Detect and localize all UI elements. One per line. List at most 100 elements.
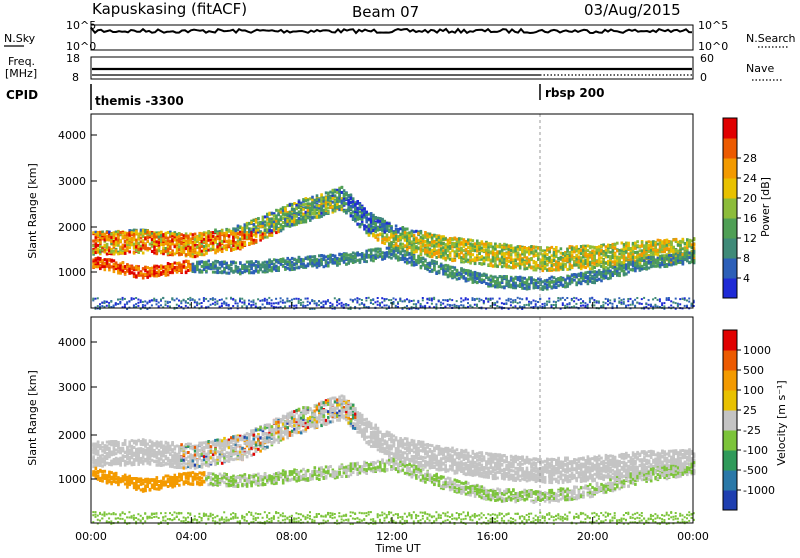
- power-cell: [487, 249, 490, 252]
- power-cell: [523, 261, 526, 264]
- power-ground-cell: [334, 297, 336, 299]
- power-ground-cell: [438, 300, 440, 302]
- power-ground-cell: [244, 302, 246, 304]
- power-cell: [255, 225, 258, 228]
- noise-panel: 10^5 10^0 10^5 10^0 N.Sky N.Search: [4, 19, 796, 53]
- power-cell: [275, 209, 278, 212]
- power-ground-cell: [535, 305, 537, 307]
- power-cell: [390, 253, 393, 256]
- power-cell: [271, 218, 274, 221]
- power-cell: [390, 227, 393, 230]
- power-cell: [526, 288, 529, 291]
- power-ground-cell: [474, 304, 476, 306]
- power-cell: [578, 256, 581, 259]
- power-cell: [232, 244, 235, 247]
- power-cell: [555, 282, 558, 285]
- power-cell: [508, 280, 511, 283]
- power-cell: [241, 243, 244, 246]
- power-cell: [487, 263, 490, 266]
- power-cell: [332, 197, 335, 200]
- power-cell: [365, 229, 368, 232]
- power-cell: [106, 235, 109, 238]
- power-cell: [189, 269, 192, 272]
- power-cell: [526, 248, 529, 251]
- power-ground-cell: [505, 302, 507, 304]
- power-cell: [302, 266, 305, 269]
- power-cell: [280, 223, 283, 226]
- power-ground-cell: [458, 305, 460, 307]
- power-cell: [406, 242, 409, 245]
- power-cell: [275, 223, 278, 226]
- power-ground-cell: [295, 298, 297, 300]
- power-ground-cell: [456, 300, 458, 302]
- power-panel: 1000 2000 3000 4000 Slant Range [km] 481…: [26, 114, 772, 310]
- power-cell: [323, 255, 326, 258]
- power-cell: [318, 262, 321, 265]
- power-ground-cell: [325, 301, 327, 303]
- power-cell: [212, 246, 215, 249]
- power-cell: [542, 280, 545, 283]
- power-cell: [523, 267, 526, 270]
- power-cell: [460, 276, 463, 279]
- power-cell: [519, 245, 522, 248]
- power-cell: [146, 231, 149, 234]
- power-cell: [185, 260, 188, 263]
- power-cell: [137, 238, 140, 241]
- power-cell: [530, 277, 533, 280]
- power-cell: [503, 255, 506, 258]
- power-ground-cell: [508, 300, 510, 302]
- power-cell: [465, 254, 468, 257]
- freq-label-line2: [MHz]: [5, 67, 37, 80]
- power-cell: [332, 201, 335, 204]
- power-cell: [496, 265, 499, 268]
- power-cell: [268, 269, 271, 272]
- power-ground-cell: [232, 299, 234, 301]
- power-cell: [386, 247, 389, 250]
- power-ground-cell: [246, 306, 248, 308]
- power-ground-cell: [286, 298, 288, 300]
- power-cell: [444, 251, 447, 254]
- power-cell: [316, 194, 319, 197]
- power-ground-cell: [514, 305, 516, 307]
- power-cell: [104, 248, 107, 251]
- power-ground-cell: [259, 300, 261, 302]
- power-cell: [126, 241, 129, 244]
- power-cell: [237, 228, 240, 231]
- power-cell: [241, 271, 244, 274]
- power-ground-cell: [474, 298, 476, 300]
- power-cell: [320, 193, 323, 196]
- power-cell: [338, 193, 341, 196]
- power-cell: [467, 238, 470, 241]
- power-cell: [454, 259, 457, 262]
- power-cell: [503, 258, 506, 261]
- power-cell: [189, 246, 192, 249]
- power-cell: [151, 267, 154, 270]
- power-cell: [343, 257, 346, 260]
- power-cell: [460, 269, 463, 272]
- power-cell: [334, 258, 337, 261]
- power-cell: [244, 223, 247, 226]
- power-cell: [316, 215, 319, 218]
- power-cell: [142, 232, 145, 235]
- power-cell: [162, 250, 165, 253]
- power-cell: [146, 271, 149, 274]
- power-cell: [216, 237, 219, 240]
- power-cell: [481, 240, 484, 243]
- power-ground-cell: [239, 298, 241, 300]
- power-cell: [365, 254, 368, 257]
- power-cell: [106, 246, 109, 249]
- power-cell: [483, 273, 486, 276]
- power-ground-cell: [284, 305, 286, 307]
- power-cell: [232, 239, 235, 242]
- power-cell: [472, 244, 475, 247]
- power-cell: [444, 257, 447, 260]
- power-ground-cell: [95, 298, 97, 300]
- power-cell: [381, 252, 384, 255]
- power-cell: [374, 222, 377, 225]
- power-ground-cell: [137, 305, 139, 307]
- power-ground-cell: [128, 301, 130, 303]
- power-ground-cell: [212, 297, 214, 299]
- power-cell: [201, 271, 204, 274]
- power-cell: [332, 209, 335, 212]
- power-cell: [248, 269, 251, 272]
